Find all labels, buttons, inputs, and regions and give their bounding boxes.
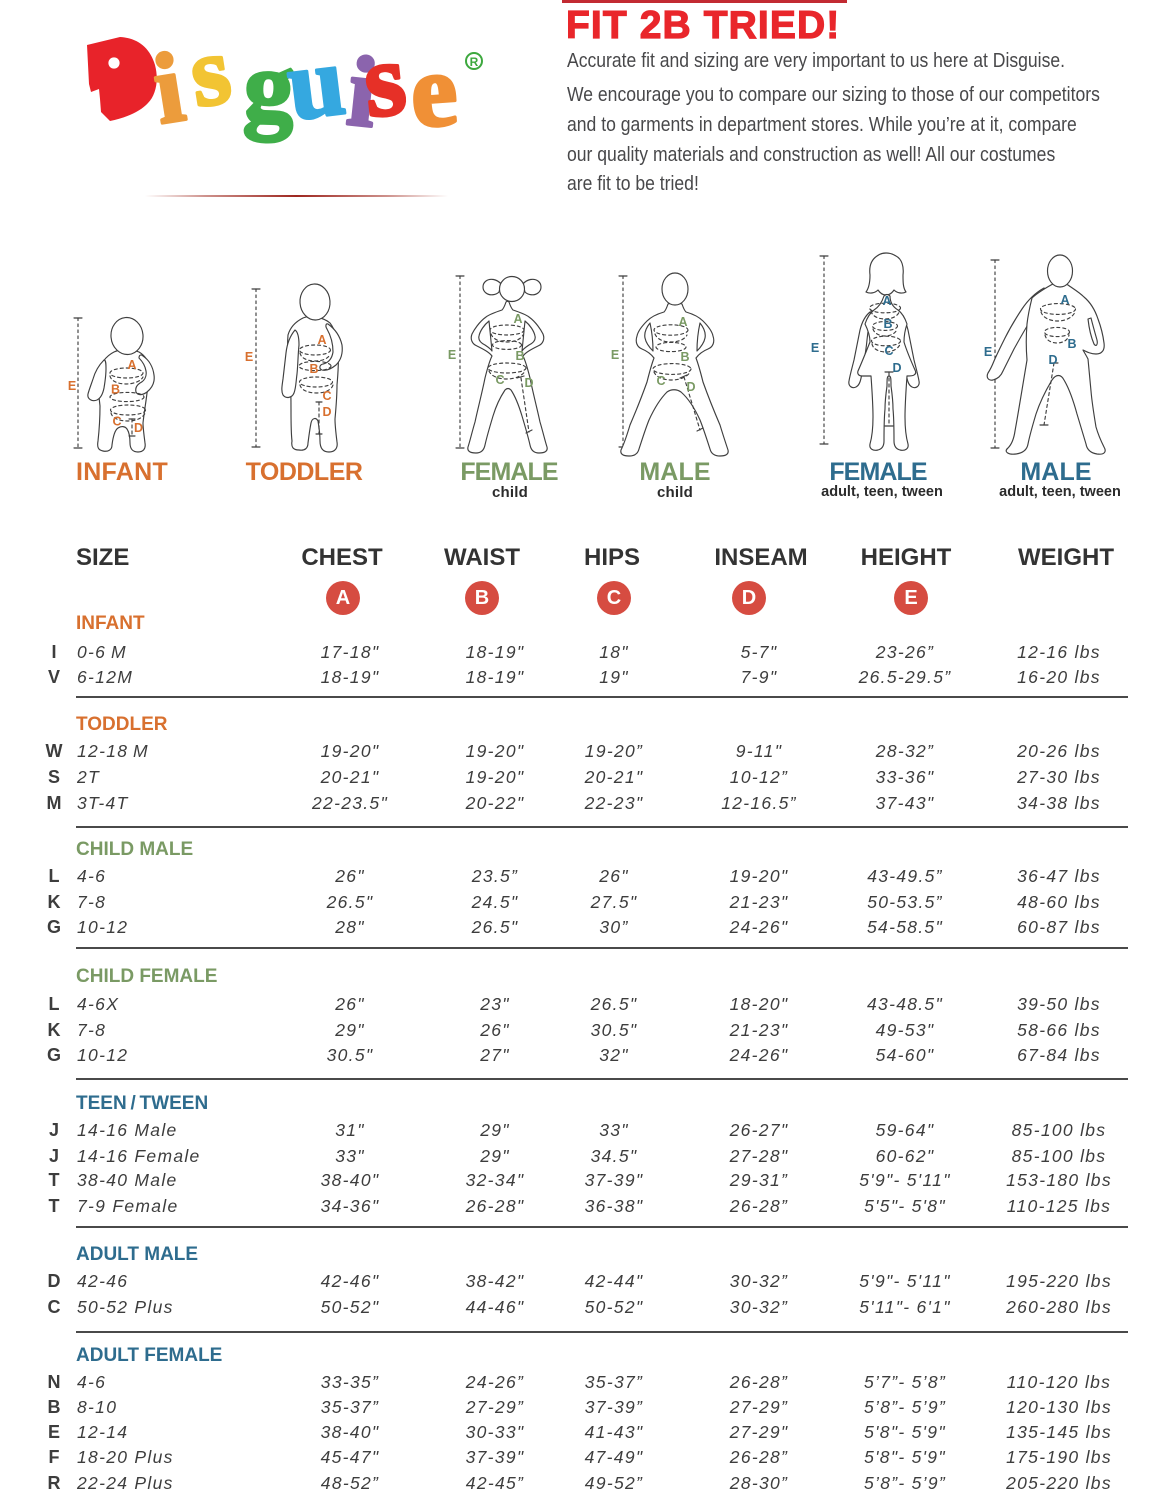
svg-text:E: E bbox=[611, 348, 619, 362]
svg-text:B: B bbox=[111, 383, 120, 397]
svg-text:C: C bbox=[656, 374, 665, 388]
svg-text:B: B bbox=[1067, 337, 1076, 351]
svg-text:B: B bbox=[883, 317, 892, 331]
svg-text:E: E bbox=[68, 379, 76, 393]
svg-text:C: C bbox=[884, 344, 893, 358]
svg-text:D: D bbox=[892, 361, 901, 375]
svg-text:E: E bbox=[245, 350, 253, 364]
svg-text:B: B bbox=[309, 362, 318, 376]
svg-text:e: e bbox=[407, 32, 461, 150]
svg-text:A: A bbox=[317, 333, 326, 347]
svg-text:A: A bbox=[127, 358, 136, 372]
svg-text:C: C bbox=[322, 389, 331, 403]
svg-text:C: C bbox=[112, 415, 121, 429]
svg-text:A: A bbox=[513, 312, 522, 326]
svg-text:D: D bbox=[322, 405, 331, 419]
svg-text:E: E bbox=[984, 345, 992, 359]
svg-text:A: A bbox=[882, 294, 891, 308]
svg-text:B: B bbox=[515, 349, 524, 363]
svg-text:E: E bbox=[811, 341, 819, 355]
svg-text:g: g bbox=[242, 30, 296, 143]
svg-text:D: D bbox=[686, 380, 695, 394]
svg-text:C: C bbox=[495, 373, 504, 387]
svg-text:R: R bbox=[470, 55, 479, 69]
svg-text:E: E bbox=[448, 348, 456, 362]
svg-text:D: D bbox=[1048, 353, 1057, 367]
svg-text:A: A bbox=[1060, 293, 1069, 307]
svg-text:A: A bbox=[678, 315, 687, 329]
svg-text:B: B bbox=[680, 350, 689, 364]
svg-text:s: s bbox=[183, 16, 238, 129]
svg-text:u: u bbox=[281, 24, 350, 141]
svg-text:D: D bbox=[134, 421, 143, 435]
svg-text:D: D bbox=[524, 376, 533, 390]
